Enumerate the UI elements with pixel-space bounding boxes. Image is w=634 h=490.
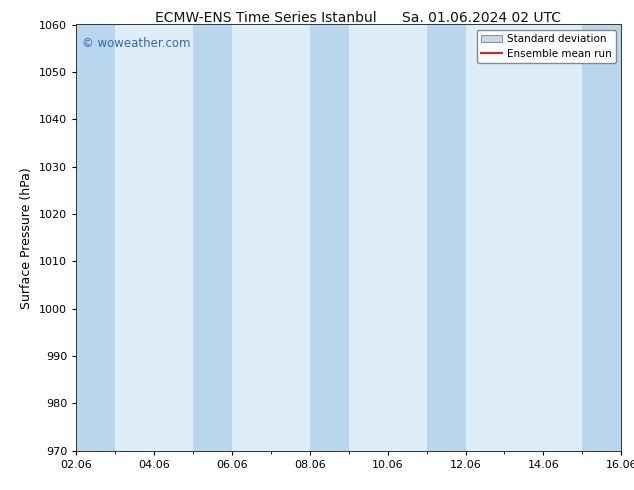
Bar (583, 24, 621, 451)
Bar (76, 24, 115, 451)
Legend: Standard deviation, Ensemble mean run: Standard deviation, Ensemble mean run (477, 30, 616, 63)
Y-axis label: Surface Pressure (hPa): Surface Pressure (hPa) (20, 167, 34, 309)
Text: Sa. 01.06.2024 02 UTC: Sa. 01.06.2024 02 UTC (403, 11, 561, 25)
Bar (310, 24, 349, 451)
Text: © woweather.com: © woweather.com (82, 37, 190, 50)
Text: ECMW-ENS Time Series Istanbul: ECMW-ENS Time Series Istanbul (155, 11, 377, 25)
Bar (427, 24, 465, 451)
Bar (193, 24, 232, 451)
